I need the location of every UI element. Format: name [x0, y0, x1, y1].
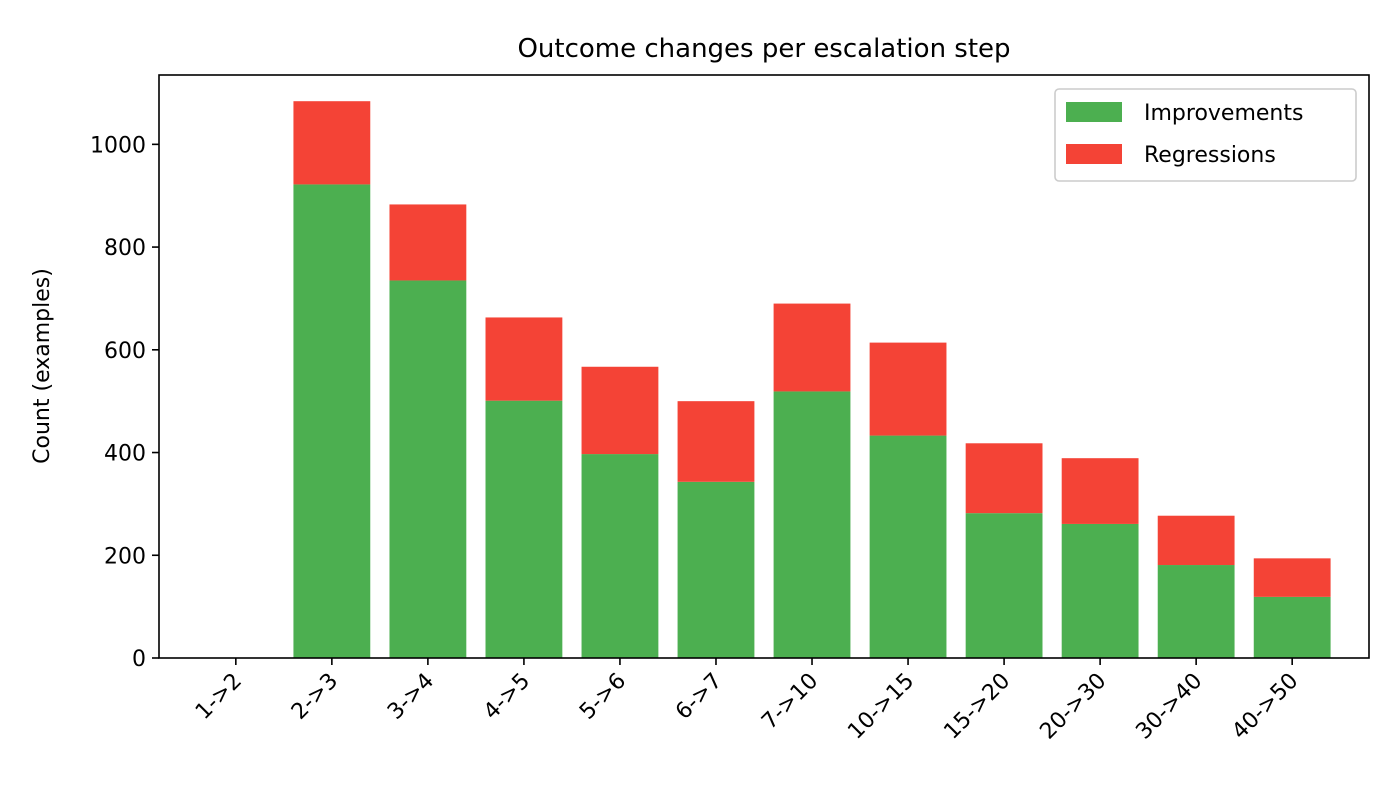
x-tick-label-4-5: 4->5 — [479, 669, 535, 725]
bar-regressions-40-50 — [1253, 558, 1331, 597]
y-tick-label-1000: 1000 — [90, 133, 146, 158]
bars-layer — [293, 101, 1331, 658]
plot-frame — [158, 74, 1370, 659]
bar-improvements-20-30 — [1061, 523, 1139, 658]
x-tick-label-3-4: 3->4 — [383, 669, 439, 725]
legend-label-improvements: Improvements — [1144, 101, 1303, 126]
bar-regressions-20-30 — [1061, 458, 1139, 524]
bar-regressions-15-20 — [965, 443, 1043, 514]
bar-improvements-15-20 — [965, 513, 1043, 658]
bar-regressions-5-6 — [581, 366, 659, 455]
bar-improvements-30-40 — [1157, 565, 1235, 658]
x-tick-label-6-7: 6->7 — [671, 669, 727, 725]
bar-regressions-2-3 — [293, 101, 371, 185]
bar-improvements-4-5 — [485, 400, 563, 658]
bar-regressions-4-5 — [485, 317, 563, 401]
bar-improvements-10-15 — [869, 435, 947, 658]
legend-box — [1054, 88, 1357, 182]
x-tick-label-7-10: 7->10 — [757, 669, 823, 735]
bar-regressions-30-40 — [1157, 515, 1235, 566]
x-tick-label-30-40: 30->40 — [1131, 669, 1207, 745]
bar-improvements-3-4 — [389, 280, 467, 658]
bar-improvements-40-50 — [1253, 596, 1331, 658]
bar-improvements-2-3 — [293, 184, 371, 658]
y-tick-label-200: 200 — [104, 544, 146, 569]
x-tick-label-5-6: 5->6 — [575, 669, 631, 725]
legend-swatch-regressions — [1066, 144, 1122, 164]
y-tick-label-0: 0 — [132, 647, 146, 672]
x-tick-label-10-15: 10->15 — [843, 669, 919, 745]
bar-regressions-10-15 — [869, 342, 947, 436]
legend-swatch-improvements — [1066, 102, 1122, 122]
y-tick-label-600: 600 — [104, 339, 146, 364]
x-tick-label-20-30: 20->30 — [1035, 669, 1111, 745]
chart-title: Outcome changes per escalation step — [517, 34, 1010, 64]
y-axis-title: Count (examples) — [30, 268, 55, 464]
bar-improvements-5-6 — [581, 454, 659, 658]
x-tick-label-40-50: 40->50 — [1227, 669, 1303, 745]
x-tick-label-2-3: 2->3 — [287, 669, 343, 725]
x-tick-label-15-20: 15->20 — [939, 669, 1015, 745]
y-tick-label-800: 800 — [104, 236, 146, 261]
x-tick-label-1-2: 1->2 — [191, 669, 247, 725]
bar-improvements-6-7 — [677, 481, 755, 658]
legend: Improvements Regressions — [1054, 88, 1357, 182]
bar-improvements-7-10 — [773, 391, 851, 658]
legend-label-regressions: Regressions — [1144, 143, 1276, 168]
bar-regressions-7-10 — [773, 303, 851, 392]
bar-regressions-6-7 — [677, 401, 755, 482]
y-tick-label-400: 400 — [104, 442, 146, 467]
bar-regressions-3-4 — [389, 204, 467, 281]
